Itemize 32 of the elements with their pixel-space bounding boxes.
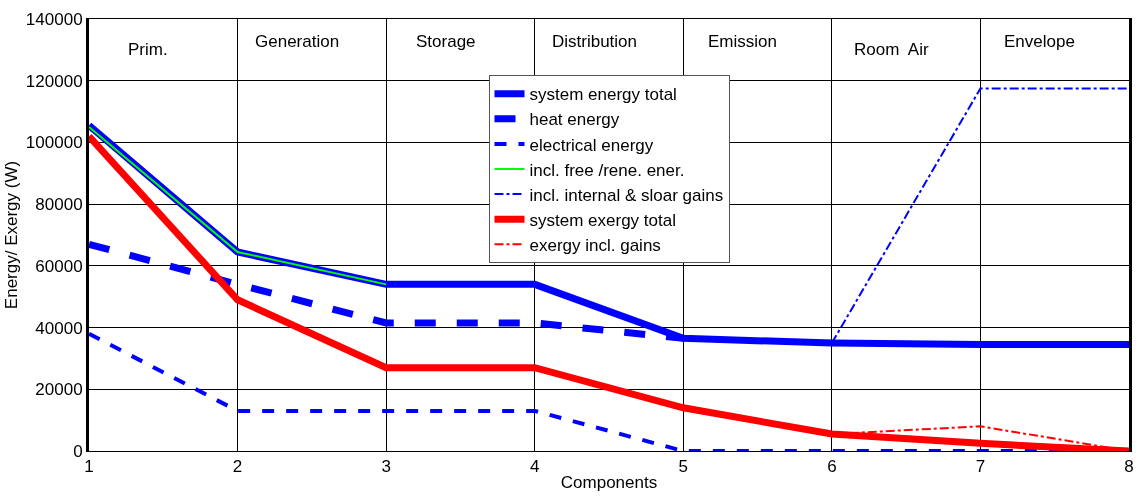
legend-label: incl. internal & sloar gains [529,185,724,205]
x-tick-label: 8 [1124,457,1134,477]
legend-label: system energy total [529,85,677,105]
y-tick-label: 140000 [25,9,83,29]
y-tick-label: 40000 [35,318,83,338]
x-tick-label: 1 [84,457,94,477]
x-tick-label: 6 [827,457,837,477]
annotation: Storage [416,32,476,51]
y-tick-label: 60000 [35,256,83,276]
x-tick-label: 5 [678,457,689,477]
y-tick-label: 20000 [35,380,83,400]
legend-label: heat energy [529,110,620,130]
annotation: Emission [708,32,777,51]
annotation: Generation [255,32,340,51]
y-tick-label: 80000 [35,195,83,215]
annotation: Prim. [128,40,168,59]
legend-label: electrical energy [529,135,654,155]
x-tick-label: 2 [232,457,243,477]
x-tick-label: 3 [381,457,391,477]
legend-label: system exergy total [529,210,676,230]
annotation: Envelope [1004,32,1075,51]
legend-label: exergy incl. gains [529,235,661,255]
y-tick-label: 0 [73,441,83,461]
x-axis-title: Components [560,472,658,492]
y-tick-label: 120000 [25,71,83,91]
y-tick-label: 100000 [25,133,83,153]
legend-label: incl. free /rene. ener. [529,160,685,180]
x-tick-label: 7 [975,457,986,477]
x-tick-label: 4 [529,457,540,477]
y-axis-title: Energy/ Exergy (W) [2,160,22,310]
annotation: Distribution [552,32,638,51]
annotation: Room Air [854,40,929,59]
